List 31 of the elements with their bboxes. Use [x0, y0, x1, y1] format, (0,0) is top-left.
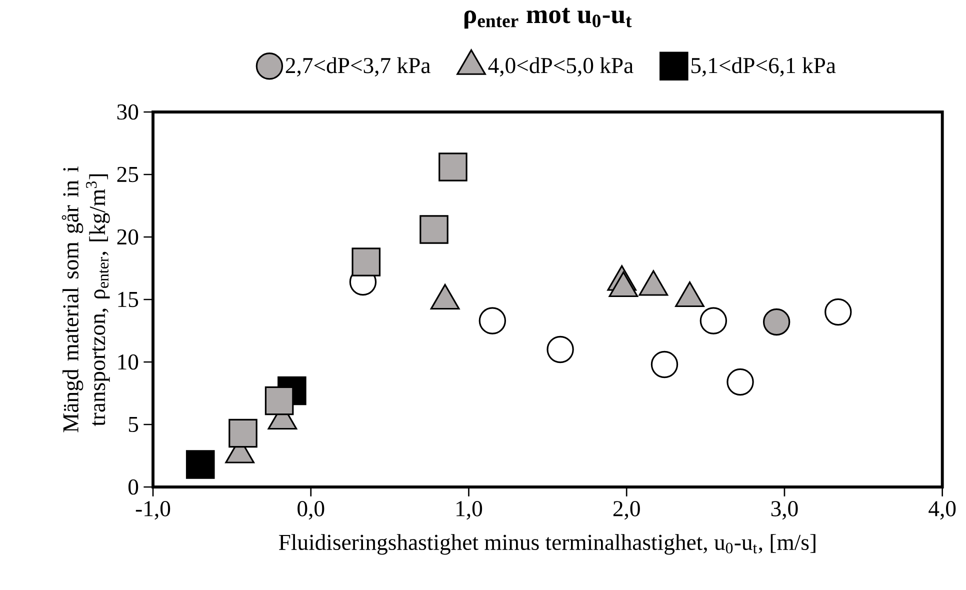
point [700, 307, 728, 334]
legend-label: 5,1<dP<6,1 kPa [691, 57, 836, 76]
y-tick-label: 15 [118, 292, 138, 308]
y-tick-label: 5 [128, 416, 138, 432]
x-axis-title: Fluidiseringshastighet minus terminalhastighet, u$_{0}$-u$_{t}$, [m/s] [278, 534, 816, 555]
point [726, 368, 754, 396]
point [546, 336, 574, 364]
point [186, 450, 215, 479]
y-tick-label: 0 [128, 479, 138, 495]
point [478, 307, 506, 334]
x-tick-label: 4,0 [928, 501, 956, 520]
chart-title: ρ$_{enter}$ mot u$_{0}$-u$_{t}$ [464, 8, 632, 29]
y-tick-label: 20 [117, 229, 138, 245]
x-tick-label: 1,0 [456, 501, 482, 520]
point [420, 215, 448, 244]
point [352, 248, 381, 276]
point [228, 418, 258, 448]
point [650, 350, 678, 378]
y-tick-label: 25 [117, 166, 138, 182]
y-tick-label: 30 [117, 104, 138, 120]
y-tick-label: 10 [118, 354, 138, 370]
point [762, 308, 790, 336]
legend-label: 4,0<dP<5,0 kPa [488, 57, 634, 76]
legend-label: 2,7<dP<3,7 kPa [286, 57, 430, 76]
x-tick-label: 0,0 [298, 501, 324, 520]
point [824, 298, 852, 326]
x-tick-label: 3,0 [771, 501, 798, 520]
point [438, 152, 468, 182]
x-tick-label: -1,0 [136, 501, 170, 520]
x-tick-label: 2,0 [613, 501, 640, 520]
point [264, 386, 294, 416]
